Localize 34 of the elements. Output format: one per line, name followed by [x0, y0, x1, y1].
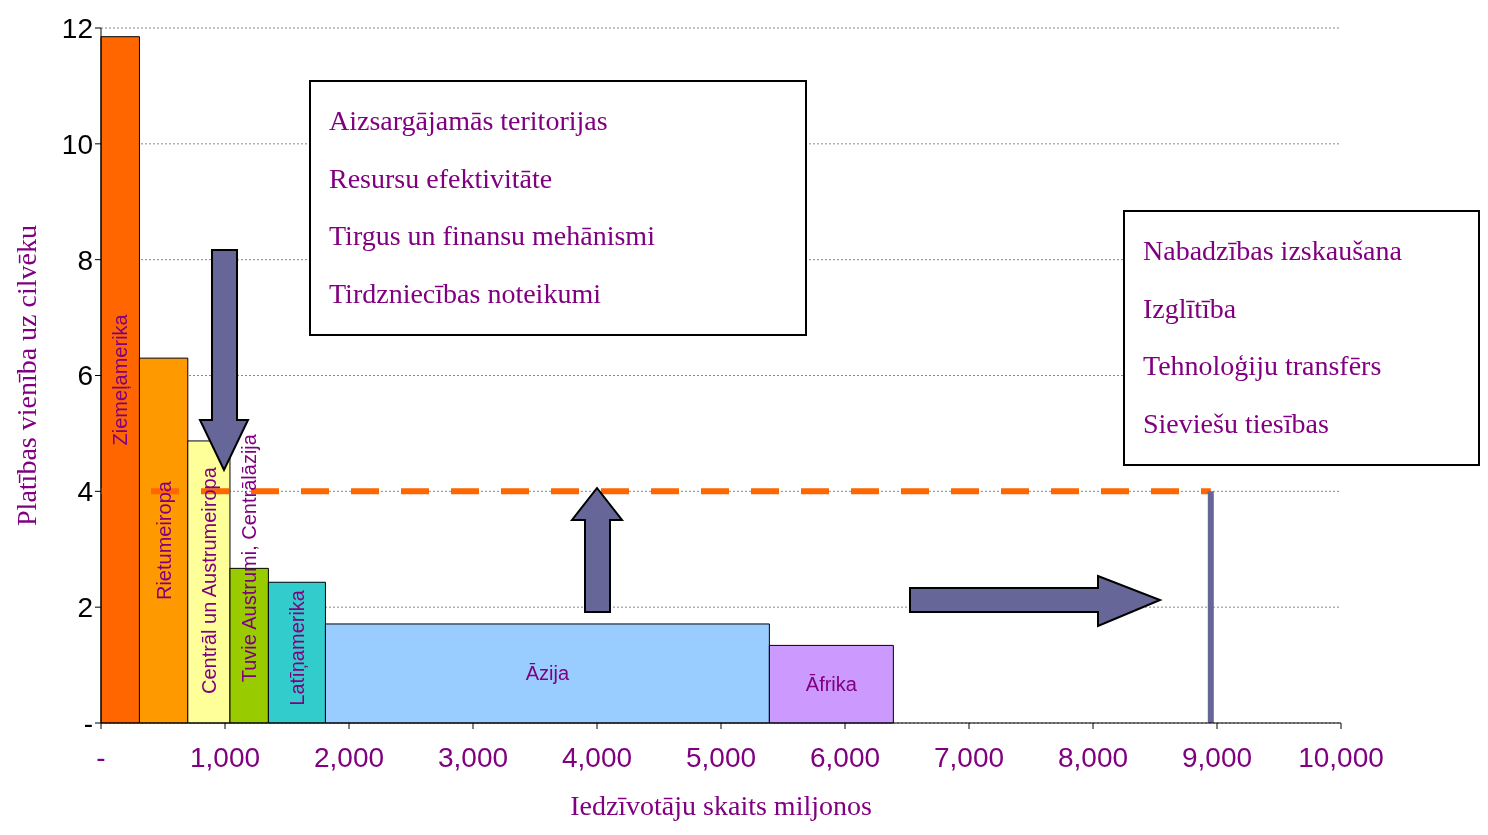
- y-tick-label: 10: [61, 128, 93, 160]
- annotation: Tirgus un finansu mehānismi: [329, 219, 656, 253]
- x-tick-label: 7,000: [933, 741, 1005, 773]
- y-tick-label: 2: [77, 592, 93, 624]
- annotation: Aizsargājamās teritorijas: [329, 104, 609, 138]
- x-tick-label: 9,000: [1181, 741, 1253, 773]
- y-tick-label: 6: [77, 360, 93, 392]
- x-tick-label: 4,000: [561, 741, 633, 773]
- x-tick-label: 2,000: [313, 741, 385, 773]
- x-axis-title: Iedzīvotāju skaits miljonos: [570, 790, 872, 821]
- category-label: Āzija: [525, 662, 570, 685]
- annotation: Nabadzības izskaušana: [1143, 234, 1403, 268]
- x-tick-label: 1,000: [189, 741, 261, 773]
- x-tick-label: 3,000: [437, 741, 509, 773]
- category-label: Centrāl un Austrumeiropa: [197, 467, 220, 694]
- y-tick-label: 8: [77, 244, 93, 276]
- x-tick-label: 10,000: [1298, 741, 1384, 773]
- annotation: Tirdzniecības noteikumi: [329, 276, 602, 311]
- annotation: Tehnoloģiju transfērs: [1143, 349, 1383, 383]
- category-label: Ziemeļamerika: [109, 314, 132, 446]
- y-tick-label: 4: [77, 476, 93, 508]
- x-tick-label: 5,000: [685, 741, 757, 773]
- category-label: Tuvie Austrumi, Centrālāzija: [238, 434, 261, 683]
- x-tick-label: 6,000: [809, 741, 881, 773]
- annotation: Resursu efektivitāte: [329, 161, 554, 196]
- annotation: Sieviešu tiesības: [1143, 406, 1330, 441]
- category-label: Rietumeiropa: [152, 481, 175, 601]
- category-label: Āfrika: [805, 673, 857, 696]
- y-tick-label: -: [83, 707, 93, 739]
- category-label: Latīņamerika: [285, 589, 308, 706]
- x-tick-label: 8,000: [1057, 741, 1129, 773]
- annotation: Izglītība: [1143, 291, 1238, 326]
- y-axis-title: Platības vienība uz cilvēku: [10, 225, 42, 526]
- y-tick-label: 12: [61, 12, 93, 44]
